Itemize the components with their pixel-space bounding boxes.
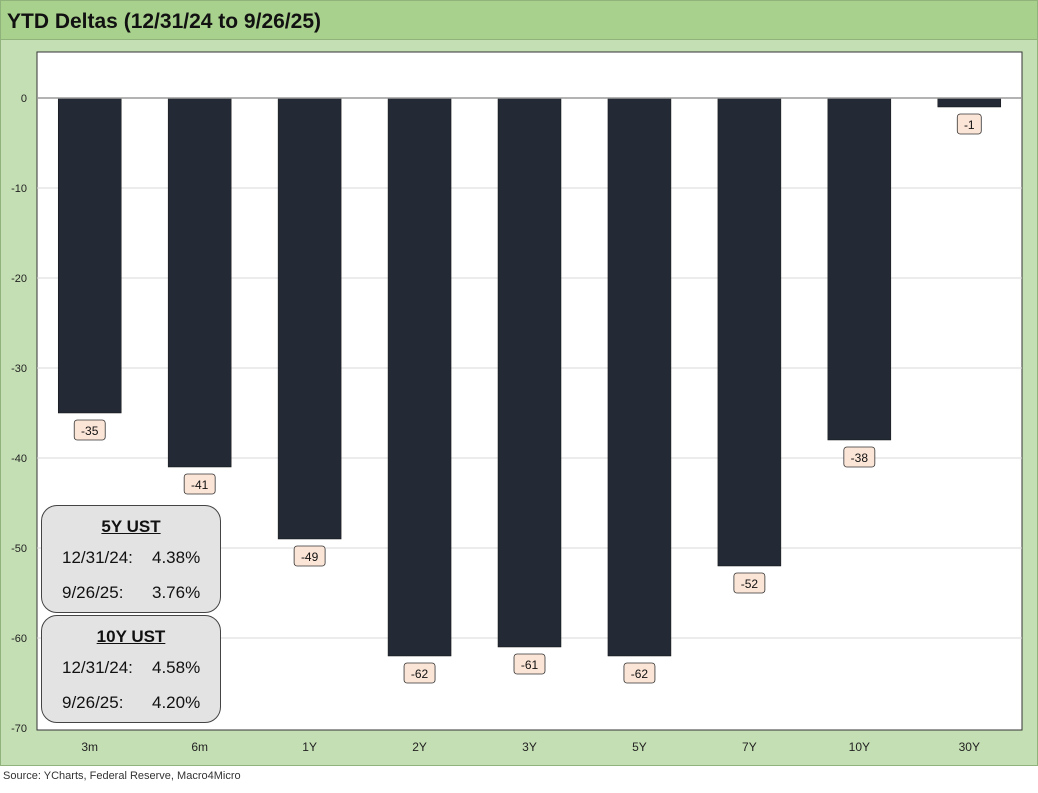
data-label: -41	[191, 478, 209, 492]
info-box-row: 12/31/24: 4.38%	[62, 548, 200, 568]
bar	[387, 97, 452, 657]
info-box-value: 4.58%	[152, 658, 201, 677]
data-label-box	[623, 662, 656, 684]
info-box-date: 12/31/24:	[62, 548, 133, 567]
bar	[57, 97, 122, 414]
x-tick-label: 30Y	[959, 740, 980, 754]
x-tick-label: 10Y	[849, 740, 870, 754]
data-label: -1	[964, 118, 975, 132]
x-tick-label: 5Y	[632, 740, 647, 754]
info-box-date: 9/26/25:	[62, 693, 124, 712]
source-note: Source: YCharts, Federal Reserve, Macro4…	[3, 770, 241, 782]
data-label: -49	[301, 550, 319, 564]
y-tick-label: -40	[11, 453, 27, 465]
bar	[497, 97, 562, 648]
data-label-box	[733, 572, 766, 594]
x-tick-label: 7Y	[742, 740, 757, 754]
y-tick-label: -60	[11, 633, 27, 645]
bar	[717, 97, 782, 567]
bar	[277, 97, 342, 540]
info-box-heading: 5Y UST	[101, 517, 161, 536]
info-box-5y-ust: 5Y UST 12/31/24: 4.38% 9/26/25: 3.76%	[41, 505, 221, 613]
title-bar: YTD Deltas (12/31/24 to 9/26/25)	[1, 1, 1037, 40]
data-label-box	[956, 113, 982, 135]
data-label-box	[73, 419, 106, 441]
bar	[827, 97, 892, 441]
info-box-date: 12/31/24:	[62, 658, 133, 677]
data-label: -38	[851, 451, 869, 465]
y-tick-label: -30	[11, 363, 27, 375]
x-tick-label: 3Y	[522, 740, 537, 754]
y-tick-label: -20	[11, 273, 27, 285]
data-label-box	[183, 473, 216, 495]
info-box-value: 3.76%	[152, 583, 201, 602]
x-tick-label: 2Y	[412, 740, 427, 754]
info-box-heading: 10Y UST	[96, 627, 166, 646]
y-tick-label: 0	[21, 93, 27, 105]
x-tick-label: 1Y	[302, 740, 317, 754]
x-tick-label: 3m	[81, 740, 98, 754]
bar	[607, 97, 672, 657]
info-box-row: 9/26/25: 3.76%	[62, 583, 200, 603]
info-box-10y-ust: 10Y UST 12/31/24: 4.58% 9/26/25: 4.20%	[41, 615, 221, 723]
data-label-box	[293, 545, 326, 567]
x-tick-label: 6m	[191, 740, 208, 754]
y-tick-label: -70	[11, 723, 27, 735]
data-label: -61	[521, 658, 539, 672]
y-tick-label: -10	[11, 183, 27, 195]
chart-title: YTD Deltas (12/31/24 to 9/26/25)	[7, 10, 321, 33]
data-label-box	[513, 653, 546, 675]
info-box-value: 4.38%	[152, 548, 201, 567]
data-label-box	[843, 446, 876, 468]
data-label-box	[403, 662, 436, 684]
y-tick-label: -50	[11, 543, 27, 555]
data-label: -35	[81, 424, 99, 438]
bar	[937, 97, 1002, 108]
data-label: -62	[631, 667, 649, 681]
info-box-row: 9/26/25: 4.20%	[62, 693, 200, 713]
info-box-row: 12/31/24: 4.58%	[62, 658, 200, 678]
info-box-value: 4.20%	[152, 693, 201, 712]
info-box-date: 9/26/25:	[62, 583, 124, 602]
bar	[167, 97, 232, 468]
data-label: -52	[741, 577, 759, 591]
data-label: -62	[411, 667, 429, 681]
